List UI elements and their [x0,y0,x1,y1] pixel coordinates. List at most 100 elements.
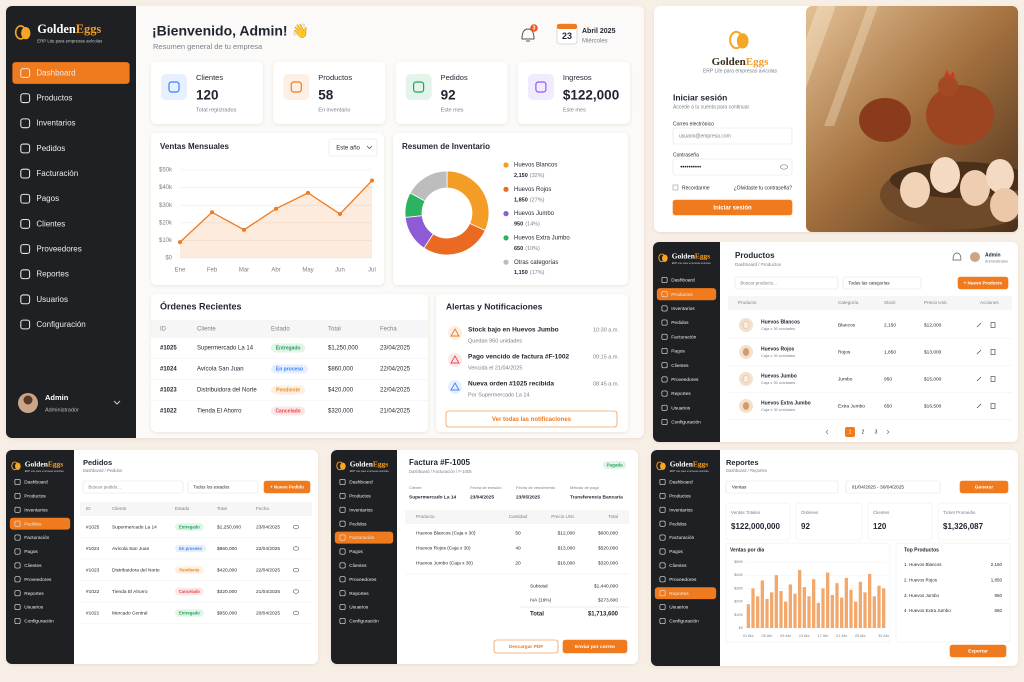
th: ID [86,506,91,511]
label: $860,000 [328,367,354,373]
nav-label: Clientes [669,563,687,569]
input[interactable] [328,138,378,157]
bar [882,588,886,628]
button[interactable] [445,410,618,428]
input[interactable] [672,127,793,145]
table-header [728,296,1012,310]
nav-icon [659,534,666,541]
button[interactable] [562,639,628,654]
nav-label: Productos [669,493,691,499]
delete-icon[interactable] [990,349,996,355]
input[interactable] [725,480,839,494]
edit-icon[interactable] [976,403,982,409]
label: $860,000 [217,546,237,552]
nav-item[interactable] [10,546,70,558]
th: Estado [271,327,290,333]
point [338,212,342,216]
page-number[interactable]: 2 [862,430,865,436]
page-number[interactable]: 1 [849,430,852,436]
label[interactable]: ¿Olvidaste tu contraseña? [734,185,793,191]
edit-icon[interactable] [976,322,982,328]
greeting: ¡Bienvenido, Admin! 👋 [152,23,309,40]
button[interactable] [493,639,559,654]
brand-tagline: ERP Lite para empresas avícolas [703,68,778,74]
label: #1024 [86,546,100,552]
th: Precio Unit. [924,300,948,305]
button[interactable] [959,480,1009,494]
legend-value: 950 (14%) [514,222,540,228]
label: 1,850 [884,349,896,355]
nav-label: Facturación [349,535,374,541]
sidebar [651,450,720,666]
alert-icon [450,382,460,391]
nav-icon [659,479,666,485]
nav-item[interactable] [655,546,716,558]
x-tick-label: Abr [271,268,280,274]
logo-egg [662,254,668,262]
view-icon[interactable] [292,567,300,573]
input[interactable] [672,158,793,176]
button[interactable] [672,199,793,216]
nav-label: Facturación [671,334,696,340]
label: $13,000 [558,545,576,551]
delete-icon[interactable] [990,376,996,382]
label: 4. Huevos Extra Jumbo [904,608,951,613]
nav-item[interactable] [657,345,716,357]
nav-label: Inventarios [36,119,75,128]
label: $1,250,000 [217,524,241,530]
legend-value: 1,850 (27%) [514,198,545,204]
input[interactable] [845,480,941,494]
button[interactable] [949,644,1007,658]
value-label: 950 [514,222,523,228]
delete-icon[interactable] [990,322,996,328]
nav-label: Pedidos [671,320,689,326]
view-icon[interactable] [292,546,300,551]
button[interactable] [263,480,311,494]
checkbox[interactable] [672,184,679,191]
nav-icon [339,520,346,527]
page-number[interactable]: 3 [875,430,878,436]
kpi-icon-bg [527,74,554,100]
button[interactable] [957,276,1009,290]
input[interactable] [734,276,839,290]
sidebar-edge [714,450,720,666]
label: 120 [873,522,887,531]
hen [926,85,994,145]
edit-icon[interactable] [976,376,982,382]
nav-label: Inventarios [671,306,695,312]
label: Admin [45,393,69,402]
alert-icon [450,355,460,364]
nav-label: Pagos [349,549,363,555]
delete-icon[interactable] [990,403,996,409]
bar [849,589,853,628]
brand-name: GoldenEggs [712,56,770,68]
label: Ventas Totales [731,510,761,515]
nav-label: Pedidos [669,521,687,527]
nav-item[interactable] [335,546,393,558]
th: Categoría [838,300,859,305]
edit-icon[interactable] [976,349,982,355]
th: Acciones [980,300,999,305]
label: Extra Jumbo [838,403,865,409]
kpi-value: 92 [441,88,456,103]
input[interactable] [187,480,259,494]
input[interactable] [842,276,922,290]
view-icon[interactable] [292,610,300,616]
input[interactable] [82,480,184,494]
view-icon[interactable] [292,524,300,530]
nav-icon [14,604,21,611]
label: Huevos Jumbo [761,373,797,379]
nav-icon [14,576,21,583]
nav-icon [168,81,180,93]
th: Total [608,514,618,519]
label: Órdenes [801,509,819,515]
label: IVA (19%) [530,597,552,603]
view-icon[interactable] [292,589,300,594]
nav-icon [20,143,31,154]
label: 22/04/2025 [380,388,411,394]
eye-icon [780,164,788,170]
nav-icon [661,277,668,283]
brand-tagline: ERP Lite para empresas avícolas [37,38,103,43]
bar [798,569,802,628]
